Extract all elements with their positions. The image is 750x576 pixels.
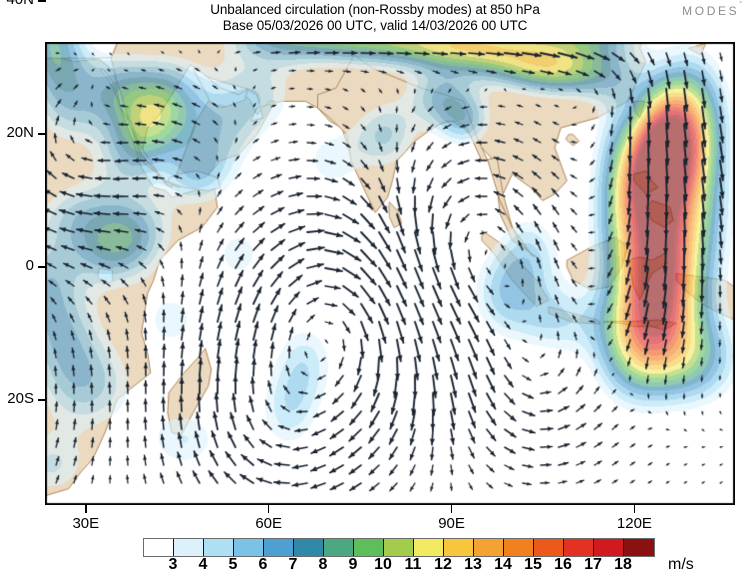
x-axis-label-30E: 30E [72, 515, 100, 532]
x-tick-60E [267, 505, 270, 513]
colorbar-tick-9: 9 [348, 556, 358, 573]
colorbar-cell-0 [144, 539, 174, 556]
colorbar-tick-14: 14 [494, 556, 512, 573]
colorbar-tick-12: 12 [434, 556, 452, 573]
y-axis-label-40N: 40N [0, 0, 34, 8]
colorbar-cell-13 [534, 539, 564, 556]
colorbar-tick-15: 15 [524, 556, 542, 573]
colorbar-tick-8: 8 [318, 556, 328, 573]
colorbar-tick-7: 7 [288, 556, 298, 573]
colorbar-cell-6 [324, 539, 354, 556]
y-axis-label-20S: 20S [7, 389, 34, 407]
colorbar-cell-4 [264, 539, 294, 556]
colorbar-tick-18: 18 [614, 556, 632, 573]
colorbar-cell-5 [294, 539, 324, 556]
colorbar-cell-14 [564, 539, 594, 556]
map-plot-area [45, 42, 735, 505]
colorbar-cell-12 [504, 539, 534, 556]
colorbar-tick-17: 17 [584, 556, 602, 573]
colorbar-cell-7 [354, 539, 384, 556]
colorbar-cell-9 [414, 539, 444, 556]
colorbar-tick-5: 5 [228, 556, 238, 573]
colorbar-tick-3: 3 [168, 556, 178, 573]
y-axis-label-0: 0 [25, 256, 34, 274]
x-axis-label-60E: 60E [255, 515, 283, 532]
x-tick-30E [85, 505, 87, 513]
y-tick-0 [38, 266, 46, 268]
modes-logo-mark: ° [739, 1, 742, 9]
modes-logo-text: MODES [682, 4, 740, 18]
y-axis-label-20N: 20N [6, 123, 34, 141]
colorbar-cell-16 [624, 539, 654, 556]
colorbar-units-label: m/s [668, 556, 694, 573]
colorbar: 3 4 5 6 7 8 9 10 11 12 13 14 15 16 17 18 [143, 538, 655, 573]
colorbar-ticklabels: 3 4 5 6 7 8 9 10 11 12 13 14 15 16 17 18 [143, 556, 655, 576]
chart-title: Unbalanced circulation (non-Rossby modes… [0, 2, 750, 34]
colorbar-tick-13: 13 [464, 556, 482, 573]
colorbar-tick-4: 4 [198, 556, 208, 573]
colorbar-tick-10: 10 [374, 556, 392, 573]
colorbar-tick-16: 16 [554, 556, 572, 573]
wind-speed-map-canvas [46, 43, 734, 504]
colorbar-cell-2 [204, 539, 234, 556]
x-axis-label-90E: 90E [438, 515, 465, 532]
colorbar-swatches [143, 538, 655, 557]
colorbar-cell-11 [474, 539, 504, 556]
colorbar-cell-1 [174, 539, 204, 556]
x-axis-label-120E: 120E [616, 515, 652, 532]
modes-logo: MODES° [682, 1, 742, 18]
y-tick-40N [38, 0, 46, 2]
chart-title-line1: Unbalanced circulation (non-Rossby modes… [210, 2, 540, 17]
x-tick-90E [450, 505, 453, 513]
colorbar-tick-6: 6 [258, 556, 268, 573]
y-tick-20N [38, 133, 46, 135]
colorbar-cell-3 [234, 539, 264, 556]
colorbar-cell-8 [384, 539, 414, 556]
colorbar-cell-15 [594, 539, 624, 556]
colorbar-tick-11: 11 [404, 556, 422, 573]
y-tick-20S [38, 399, 46, 401]
colorbar-cell-10 [444, 539, 474, 556]
chart-subtitle: Base 05/03/2026 00 UTC, valid 14/03/2026… [222, 18, 528, 33]
x-tick-120E [633, 505, 636, 513]
